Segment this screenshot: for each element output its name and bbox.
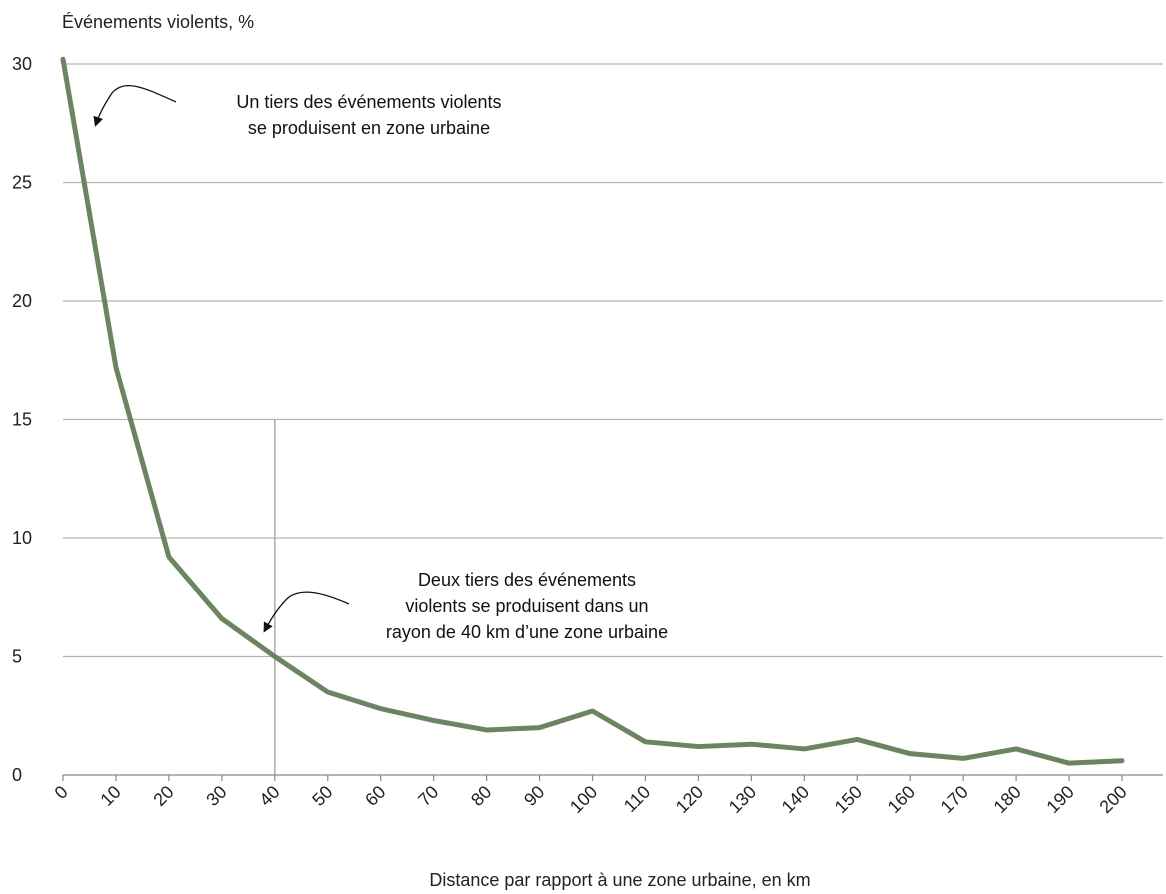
series-line <box>60 56 1125 766</box>
annotation-text-line: violents se produisent dans un <box>405 596 648 616</box>
x-tick-label: 110 <box>620 782 654 816</box>
x-tick-label: 30 <box>202 782 230 810</box>
x-tick-labels: 0 10 20 30 40 50 60 70 80 90 100 110 120 130 140 150 160… <box>51 782 1131 817</box>
x-tick-label: 60 <box>361 782 389 810</box>
y-tick-label: 15 <box>12 410 32 430</box>
y-tick-label: 30 <box>12 54 32 74</box>
x-tick-label: 0 <box>51 782 72 803</box>
x-tick-label: 150 <box>831 782 866 817</box>
gridlines <box>63 63 1163 658</box>
y-tick-label: 5 <box>12 647 22 667</box>
x-tick-label: 190 <box>1042 782 1077 817</box>
x-tick-label: 170 <box>937 782 972 817</box>
x-tick-label: 90 <box>520 782 548 810</box>
annotation: Un tiers des événements violents se produ… <box>93 84 502 138</box>
series-group <box>60 56 1125 766</box>
x-tick-label: 10 <box>96 782 124 810</box>
annotation-text-line: Deux tiers des événements <box>418 570 636 590</box>
y-tick-label: 10 <box>12 528 32 548</box>
annotation-text-line: rayon de 40 km d’une zone urbaine <box>386 622 668 642</box>
y-tick-label: 25 <box>12 173 32 193</box>
x-tick-label: 180 <box>990 782 1025 817</box>
axes <box>62 774 1163 781</box>
x-tick-label: 200 <box>1095 782 1130 817</box>
x-tick-label: 140 <box>778 782 813 817</box>
x-tick-label: 120 <box>672 782 707 817</box>
x-tick-label: 40 <box>255 782 283 810</box>
y-tick-label: 0 <box>12 765 22 785</box>
annotations: Un tiers des événements violents se produ… <box>93 84 668 642</box>
annotation-arrow <box>93 84 177 127</box>
y-tick-label: 20 <box>12 291 32 311</box>
x-tick-label: 160 <box>884 782 919 817</box>
x-axis-label: Distance par rapport à une zone urbaine,… <box>429 870 810 890</box>
y-tick-labels: 0 5 10 15 20 25 30 <box>12 54 32 785</box>
x-tick-label: 80 <box>467 782 495 810</box>
x-tick-label: 70 <box>414 782 442 810</box>
x-tick-label: 20 <box>149 782 177 810</box>
y-axis-label: Événements violents, % <box>62 12 254 32</box>
x-tick-label: 130 <box>725 782 760 817</box>
annotation: Deux tiers des événements violents se pro… <box>263 570 668 642</box>
annotation-text-line: Un tiers des événements violents <box>236 92 501 112</box>
x-tick-label: 50 <box>308 782 336 810</box>
annotation-text-line: se produisent en zone urbaine <box>248 118 490 138</box>
x-tick-label: 100 <box>566 782 601 817</box>
annotation-arrow <box>263 591 350 633</box>
